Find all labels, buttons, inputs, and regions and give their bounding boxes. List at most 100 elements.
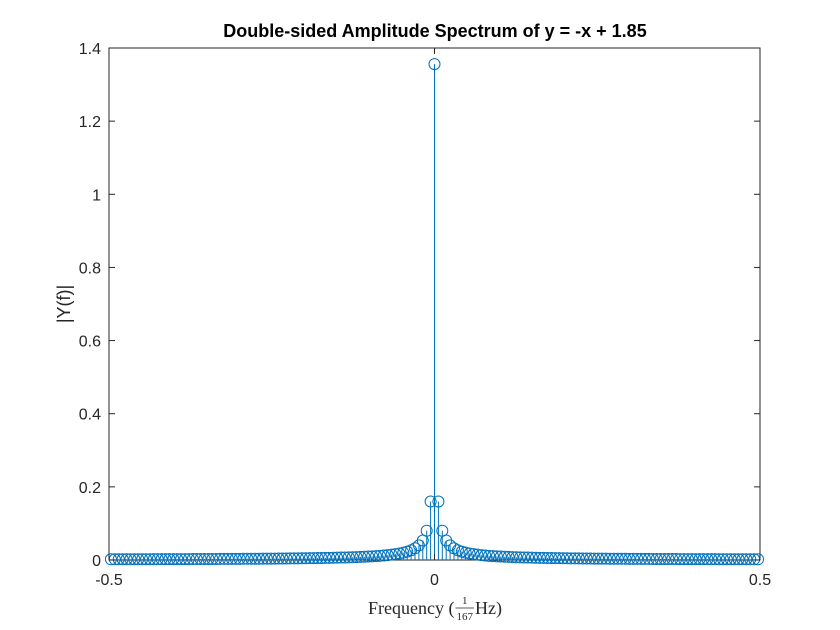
y-tick-label: 0.6 <box>79 334 101 351</box>
stem-marker <box>124 553 137 566</box>
y-tick-label: 0.8 <box>79 260 101 277</box>
stem-marker <box>720 553 733 566</box>
stem-marker <box>541 551 554 564</box>
stem-marker <box>366 550 379 563</box>
stem-marker <box>323 551 336 564</box>
stem-marker <box>658 553 671 566</box>
stem-marker <box>709 553 722 566</box>
stem-marker <box>217 552 230 565</box>
stem-marker <box>486 550 499 563</box>
stem-marker <box>529 551 542 564</box>
stem-marker <box>319 551 332 564</box>
stem-marker <box>241 552 254 565</box>
stem-marker <box>245 552 258 565</box>
stem-marker <box>525 551 538 564</box>
stem-marker <box>677 553 690 566</box>
stem-marker <box>596 552 609 565</box>
stem-marker <box>346 551 359 564</box>
stem-marker <box>701 553 714 566</box>
stem-marker <box>120 553 133 566</box>
stem-marker <box>214 552 227 565</box>
stem-marker <box>588 552 601 565</box>
stem-marker <box>221 552 234 565</box>
stem-marker <box>642 552 655 565</box>
stem-marker <box>685 553 698 566</box>
stem-marker <box>576 552 589 565</box>
stem-marker <box>327 551 340 564</box>
stem-marker <box>666 553 679 566</box>
stem-marker <box>155 553 168 566</box>
stem-marker <box>288 552 301 565</box>
stem-marker <box>280 552 293 565</box>
stem-marker <box>681 553 694 566</box>
stem-marker <box>697 553 710 566</box>
stem-marker <box>147 553 160 566</box>
stem-marker <box>600 552 613 565</box>
stem-marker <box>358 550 371 563</box>
stem-marker <box>104 553 117 566</box>
stem-marker <box>463 547 476 560</box>
stem-marker <box>295 552 308 565</box>
stem-marker <box>136 553 149 566</box>
stem-marker <box>732 553 745 566</box>
stem-marker <box>303 552 316 565</box>
stem-marker <box>140 553 153 566</box>
x-axis-label-prefix: Frequency ( <box>368 598 454 619</box>
axes-ticks: 0 0.2 0.4 0.6 0.8 1 1.2 1.4 -0.5 0 0.5 <box>79 41 771 589</box>
stem-marker <box>334 551 347 564</box>
stem-marker <box>705 553 718 566</box>
stem-marker <box>603 552 616 565</box>
x-tick-label: -0.5 <box>95 572 123 589</box>
y-tick-label: 1.4 <box>79 41 101 58</box>
stem-marker <box>607 552 620 565</box>
stem-marker <box>331 551 344 564</box>
stem-marker <box>533 551 546 564</box>
stem-marker <box>646 552 659 565</box>
x-axis-label: Frequency ( 1 167 Hz) <box>368 595 502 623</box>
x-axis-label-suffix: Hz) <box>475 598 502 619</box>
stem-marker <box>623 552 636 565</box>
stem-marker <box>490 550 503 563</box>
stem-marker <box>498 550 511 563</box>
stem-marker <box>483 549 496 562</box>
stem-marker <box>467 548 480 561</box>
stem-marker <box>338 551 351 564</box>
stem-marker <box>132 553 145 566</box>
stem-marker <box>377 549 390 562</box>
stem-marker <box>159 553 172 566</box>
stem-marker <box>728 553 741 566</box>
stem-marker <box>420 524 433 537</box>
stem-marker <box>611 552 624 565</box>
stem-marker <box>362 550 375 563</box>
stem-marker <box>592 552 605 565</box>
stem-marker <box>143 553 156 566</box>
stem-marker <box>272 552 285 565</box>
stem-marker <box>381 549 394 562</box>
stem-marker <box>736 553 749 566</box>
stem-marker <box>268 552 281 565</box>
stem-marker <box>233 552 246 565</box>
stem-marker <box>662 553 675 566</box>
stem-marker <box>225 552 238 565</box>
stem-marker <box>393 547 406 560</box>
stem-marker <box>564 552 577 565</box>
stem-marker <box>354 550 367 563</box>
stem-marker <box>689 553 702 566</box>
stem-marker <box>568 552 581 565</box>
stem-marker <box>752 553 765 566</box>
stem-marker <box>627 552 640 565</box>
stem-marker <box>116 553 129 566</box>
stem-marker <box>545 552 558 565</box>
stem-marker <box>693 553 706 566</box>
stem-marker <box>674 553 687 566</box>
stem-marker <box>210 552 223 565</box>
stem-marker <box>502 550 515 563</box>
stem-marker <box>510 551 523 564</box>
stem-marker <box>572 552 585 565</box>
stem-marker <box>631 552 644 565</box>
stem-marker <box>182 553 195 566</box>
stem-marker <box>580 552 593 565</box>
stem-marker <box>260 552 273 565</box>
stem-marker <box>479 549 492 562</box>
